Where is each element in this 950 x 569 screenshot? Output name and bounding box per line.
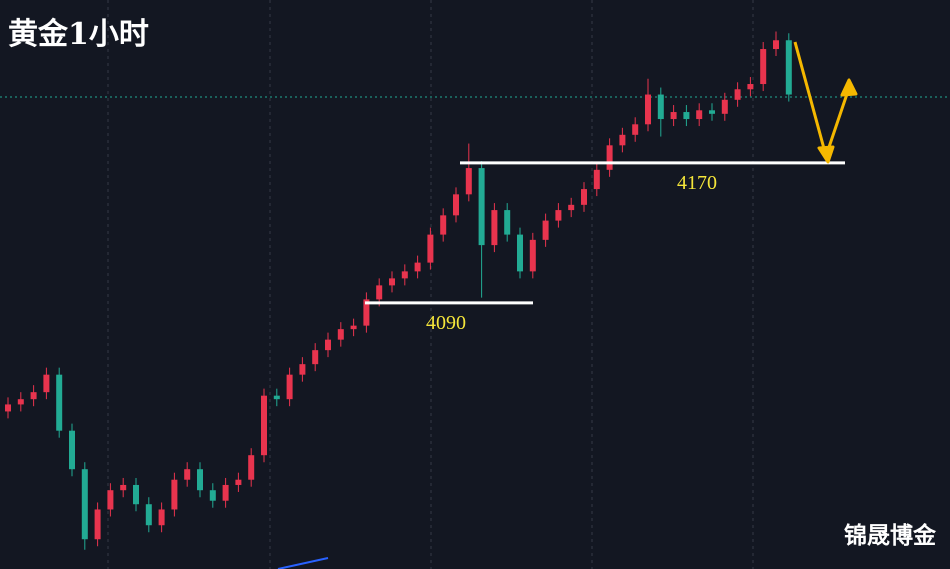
candle-body xyxy=(657,94,664,120)
candle-body xyxy=(286,374,293,400)
candle-body xyxy=(17,399,24,405)
candle-body xyxy=(721,99,728,114)
level-label: 4170 xyxy=(677,172,717,194)
candle-body xyxy=(593,169,600,190)
candle-body xyxy=(696,110,703,120)
candle-body xyxy=(69,430,75,470)
candle-body xyxy=(222,484,229,501)
chart-title: 黄金1小时 xyxy=(8,17,149,52)
candle-body xyxy=(376,285,383,300)
candle-body xyxy=(542,220,549,240)
candle-body xyxy=(273,395,280,400)
candle-body xyxy=(773,40,779,50)
candle-body xyxy=(158,509,165,526)
candle-body xyxy=(414,262,421,272)
candle-body xyxy=(619,134,626,146)
candle-body xyxy=(683,112,690,120)
candle-body xyxy=(568,204,575,211)
arrow-head xyxy=(817,145,835,164)
candle-body xyxy=(760,49,767,85)
candle-body xyxy=(747,84,754,90)
candle-body xyxy=(325,339,331,351)
candle-body xyxy=(56,374,63,431)
candle-body xyxy=(581,189,587,205)
candle-body xyxy=(145,504,152,526)
candle-body xyxy=(30,392,37,400)
candle-body xyxy=(670,112,677,120)
level-label: 4090 xyxy=(426,312,466,334)
candle-body xyxy=(465,168,472,195)
candle-body xyxy=(606,145,613,170)
candle-body xyxy=(312,350,319,365)
vertical-grid xyxy=(107,0,754,569)
watermark: 锦晟博金 xyxy=(844,522,937,549)
candle-body xyxy=(632,124,639,135)
candle-body xyxy=(504,210,511,235)
candle-body xyxy=(350,325,357,330)
candle-body xyxy=(107,490,114,510)
candle-body xyxy=(389,278,395,286)
candle-body xyxy=(478,168,485,246)
candle-body xyxy=(94,509,101,540)
candle-body xyxy=(491,210,498,246)
arrow-path xyxy=(793,41,851,158)
forecast-arrow xyxy=(793,41,858,164)
candle-body xyxy=(81,469,88,540)
candle-body xyxy=(401,271,408,279)
candle-body xyxy=(645,94,651,125)
candle-body xyxy=(5,404,11,412)
levels: 4090 4170 xyxy=(365,161,845,334)
candle-body xyxy=(235,479,242,485)
candle-body xyxy=(261,395,267,456)
candles xyxy=(5,31,792,550)
candle-body xyxy=(453,194,459,216)
candle-body xyxy=(709,110,715,114)
candle-body xyxy=(299,364,306,375)
candle-body xyxy=(43,374,50,393)
candle-body xyxy=(133,484,139,505)
trend-line xyxy=(277,557,329,569)
candle-body xyxy=(171,479,178,510)
candle-body xyxy=(184,469,191,480)
candle-body xyxy=(427,234,434,263)
candle-body xyxy=(197,469,203,491)
candle-body xyxy=(517,234,523,272)
candle-body xyxy=(363,299,370,326)
candle-body xyxy=(734,89,741,100)
candle-body xyxy=(248,455,255,480)
candle-body xyxy=(785,40,792,95)
candle-body xyxy=(120,484,127,491)
candle-body xyxy=(529,239,536,272)
arrow-head xyxy=(840,78,858,97)
candle-body xyxy=(337,329,344,340)
candle-body xyxy=(555,210,562,221)
candle-body xyxy=(209,490,216,501)
candle-body xyxy=(440,215,447,235)
